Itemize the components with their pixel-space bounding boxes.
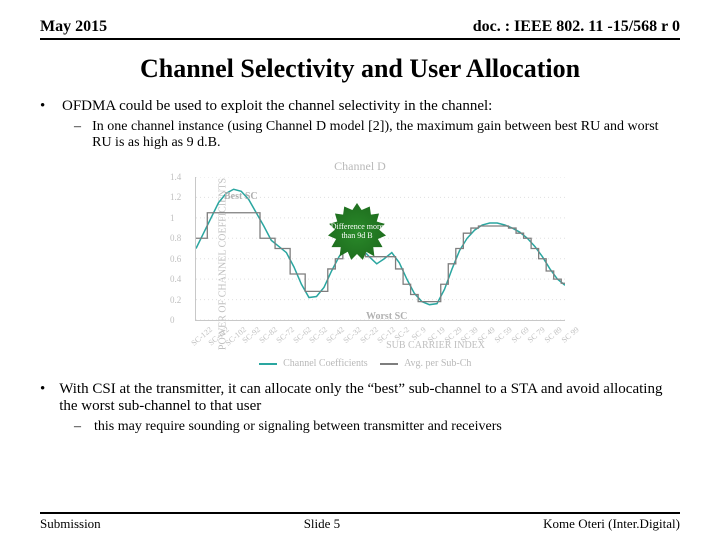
ytick: 1.2: [170, 192, 181, 202]
header-doc: doc. : IEEE 802. 11 -15/568 r 0: [473, 18, 680, 36]
legend-label-2: Avg. per Sub-Ch: [404, 358, 471, 369]
header-date: May 2015: [40, 18, 107, 36]
annot-worst-sc: Worst SC: [366, 311, 407, 322]
bullet-1a-text: In one channel instance (using Channel D…: [92, 119, 680, 151]
xtick: SC-82: [258, 325, 279, 345]
xtick: SC 79: [526, 325, 547, 345]
bullet-2a-text: this may require sounding or signaling b…: [94, 419, 502, 435]
chart: Channel D POWER OF CHANNEL COEFFICIENTS …: [145, 159, 575, 369]
header-rule: [40, 38, 680, 40]
xtick: SC-42: [325, 325, 346, 345]
footer-right: Kome Oteri (Inter.Digital): [543, 516, 680, 532]
chart-xlabel: SUB CARRIER INDEX: [386, 340, 485, 351]
footer-left: Submission: [40, 516, 101, 532]
ytick: 0.4: [170, 274, 181, 284]
bullet-2-text: With CSI at the transmitter, it can allo…: [59, 381, 680, 415]
page-title: Channel Selectivity and User Allocation: [0, 54, 720, 84]
annot-best-sc: Best SC: [224, 191, 258, 202]
bullet-dot-icon: •: [40, 381, 49, 415]
bullet-1a: – In one channel instance (using Channel…: [74, 119, 680, 151]
callout-text: Difference more than 9d B: [328, 223, 386, 241]
ytick: 0: [170, 315, 175, 325]
content-bottom: • With CSI at the transmitter, it can al…: [0, 377, 720, 435]
chart-legend: Channel Coefficients Avg. per Sub-Ch: [145, 358, 575, 369]
xtick: SC 59: [493, 325, 514, 345]
ytick: 0.6: [170, 254, 181, 264]
ytick: 1.4: [170, 172, 181, 182]
bullet-dot-icon: •: [40, 98, 52, 115]
legend-label-1: Channel Coefficients: [283, 358, 368, 369]
chart-plot-area: Best SC Worst SC Difference more than 9d…: [195, 177, 565, 321]
bullet-1: • OFDMA could be used to exploit the cha…: [40, 98, 680, 115]
xtick: SC-72: [274, 325, 295, 345]
chart-title: Channel D: [145, 159, 575, 174]
ytick: 1: [170, 213, 175, 223]
bullet-dash-icon: –: [74, 119, 84, 151]
ytick: 0.2: [170, 295, 181, 305]
footer-rule: [40, 512, 680, 514]
xtick: SC 89: [543, 325, 564, 345]
legend-swatch-1: [259, 363, 277, 365]
xtick: SC-32: [342, 325, 363, 345]
bullet-1-text: OFDMA could be used to exploit the chann…: [62, 98, 492, 115]
xtick: SC-22: [358, 325, 379, 345]
bullet-2a: – this may require sounding or signaling…: [74, 419, 680, 435]
legend-swatch-2: [380, 363, 398, 365]
content-top: • OFDMA could be used to exploit the cha…: [0, 84, 720, 151]
ytick: 0.8: [170, 233, 181, 243]
bullet-dash-icon: –: [74, 419, 86, 435]
bullet-2: • With CSI at the transmitter, it can al…: [40, 381, 680, 415]
xtick: SC 99: [560, 325, 581, 345]
footer: Submission Slide 5 Kome Oteri (Inter.Dig…: [40, 516, 680, 532]
footer-center: Slide 5: [304, 516, 340, 532]
